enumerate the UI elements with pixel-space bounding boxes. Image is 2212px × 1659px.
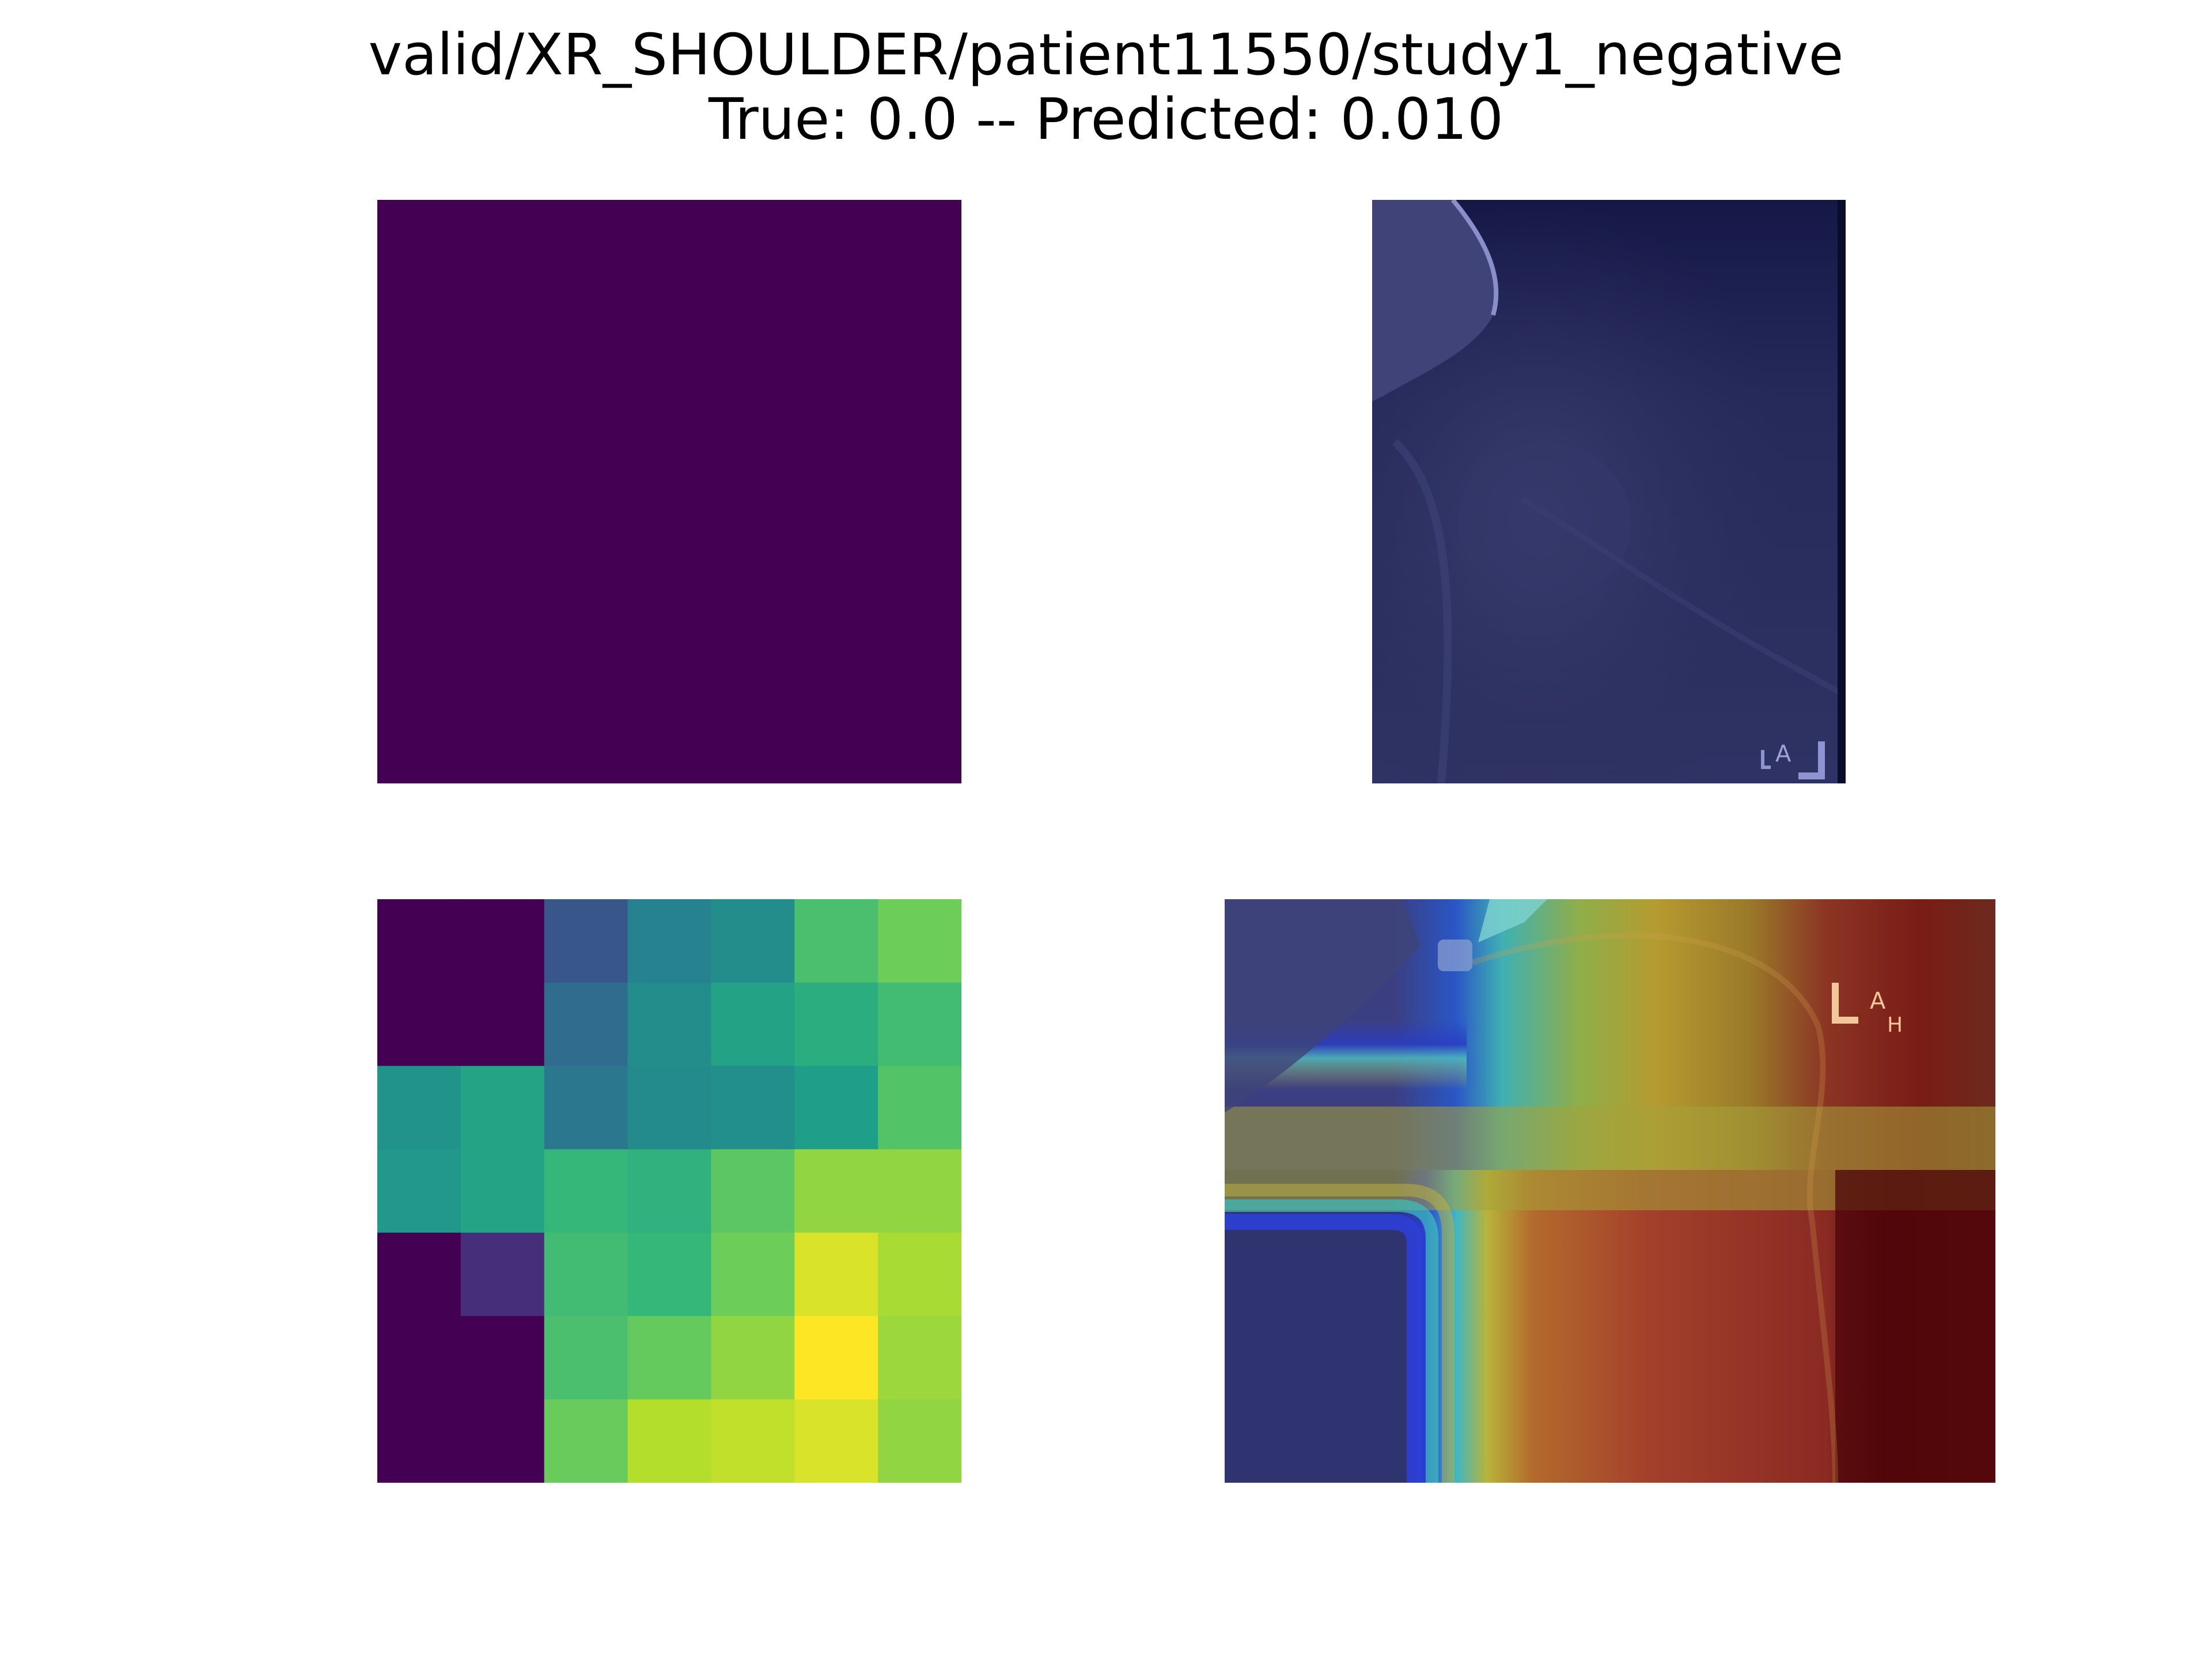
heatmap-cell (461, 1316, 544, 1400)
heatmap-cell (794, 1233, 878, 1316)
heatmap-cell (544, 1066, 628, 1149)
heatmap-cell (711, 983, 794, 1066)
heatmap-cell (461, 1233, 544, 1316)
overlay-cold-region (1225, 1222, 1415, 1483)
figure-title: valid/XR_SHOULDER/patient11550/study1_ne… (0, 23, 2212, 152)
heatmap-cell (794, 1399, 878, 1483)
heatmap-cell (544, 1316, 628, 1400)
heatmap-cell (878, 1149, 961, 1233)
heatmap-cell (461, 983, 544, 1066)
heatmap-cell (878, 1233, 961, 1316)
heatmap-cell (628, 1066, 711, 1149)
xray-edge-strip (1838, 200, 1846, 783)
heatmap-cell (628, 1399, 711, 1483)
heatmap-cell (628, 1233, 711, 1316)
title-line-1: valid/XR_SHOULDER/patient11550/study1_ne… (0, 23, 2212, 88)
heatmap-cell (377, 983, 461, 1066)
heatmap-cell (711, 899, 794, 983)
overlay-hot-spot (1835, 1170, 1995, 1483)
empty-heatmap (377, 200, 961, 783)
heatmap-cell (878, 983, 961, 1066)
title-line-2: True: 0.0 -- Predicted: 0.010 (0, 88, 2212, 152)
heatmap-cell (794, 899, 878, 983)
overlay-bone-tip (1438, 940, 1472, 971)
heatmap-cell (794, 1149, 878, 1233)
heatmap-cell (377, 1066, 461, 1149)
heatmap-cell (878, 1399, 961, 1483)
empty-heatmap-fill (377, 200, 961, 783)
xray-humeral-head (1459, 442, 1631, 603)
xray-image-panel: A (1372, 200, 1846, 783)
heatmap-cell (711, 1233, 794, 1316)
heatmap-cell (377, 1233, 461, 1316)
heatmap-cell (628, 1316, 711, 1400)
heatmap-cell (878, 899, 961, 983)
xray-marker-letter: A (1775, 741, 1791, 767)
heatmap-cell (628, 1149, 711, 1233)
heatmap-cell (544, 899, 628, 983)
heatmap-cell (461, 899, 544, 983)
heatmap-cell (711, 1399, 794, 1483)
heatmap-cell (711, 1316, 794, 1400)
heatmap-cell (461, 1066, 544, 1149)
heatmap-cell (544, 1399, 628, 1483)
heatmap-cell (794, 1316, 878, 1400)
heatmap-cell (878, 1066, 961, 1149)
heatmap-cell (377, 1316, 461, 1400)
heatmap-grid-panel (377, 899, 961, 1483)
heatmap-cell (377, 899, 461, 983)
heatmap-cell (711, 1149, 794, 1233)
heatmap-cell (794, 1066, 878, 1149)
heatmap-cell (377, 1399, 461, 1483)
heatmap-cell (711, 1066, 794, 1149)
heatmap-cell (878, 1316, 961, 1400)
heat-overlay-panel: A H (1225, 899, 1995, 1483)
heatmap-grid (377, 899, 961, 1483)
heatmap-cell (628, 899, 711, 983)
overlay-marker-letter-h: H (1887, 1013, 1903, 1037)
heatmap-cell (377, 1149, 461, 1233)
heatmap-cell (544, 1233, 628, 1316)
heat-overlay: A H (1225, 899, 1995, 1483)
heatmap-cell (461, 1399, 544, 1483)
empty-heatmap-panel (377, 200, 961, 783)
overlay-marker-letter-a: A (1870, 988, 1886, 1014)
heatmap-cell (544, 983, 628, 1066)
heatmap-cell (794, 983, 878, 1066)
heatmap-cell (628, 983, 711, 1066)
heatmap-cell (544, 1149, 628, 1233)
heatmap-cell (461, 1149, 544, 1233)
xray-image: A (1372, 200, 1846, 783)
